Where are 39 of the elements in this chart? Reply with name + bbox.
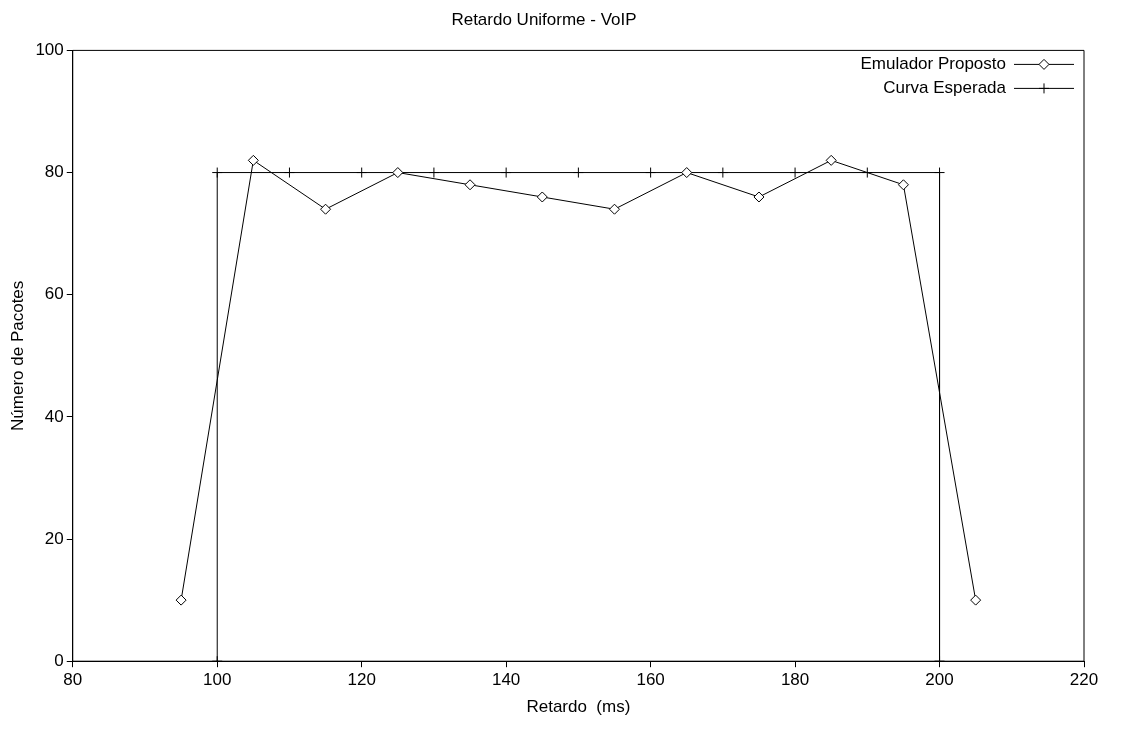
y-tick-label: 20 bbox=[44, 528, 64, 548]
point bbox=[572, 167, 584, 179]
point bbox=[753, 191, 765, 203]
x-axis-title: Retardo (ms) bbox=[526, 697, 631, 717]
point bbox=[897, 179, 909, 191]
point bbox=[861, 167, 873, 179]
y-tick-label: 60 bbox=[44, 284, 64, 304]
chart-title: Retardo Uniforme - VoIP bbox=[451, 9, 637, 29]
point bbox=[717, 167, 729, 179]
point bbox=[536, 191, 548, 203]
x-tick-label: 220 bbox=[1069, 670, 1099, 690]
point bbox=[320, 203, 332, 215]
legend-label: Curva Esperada bbox=[883, 78, 1007, 98]
y-tick-label: 80 bbox=[44, 162, 64, 182]
x-tick-label: 80 bbox=[63, 670, 83, 690]
point bbox=[211, 167, 223, 179]
point bbox=[789, 167, 801, 179]
legend-label: Emulador Proposto bbox=[860, 54, 1006, 74]
point bbox=[428, 167, 440, 179]
point bbox=[464, 179, 476, 191]
x-tick-label: 120 bbox=[347, 670, 376, 690]
point bbox=[645, 167, 657, 179]
y-axis-title: Número de Pacotes bbox=[7, 280, 27, 431]
point bbox=[356, 167, 368, 179]
point bbox=[247, 154, 259, 166]
y-tick-label: 100 bbox=[35, 40, 64, 60]
point bbox=[283, 167, 295, 179]
point bbox=[609, 203, 620, 215]
y-tick-label: 40 bbox=[44, 406, 64, 426]
point bbox=[825, 154, 837, 166]
x-tick-label: 100 bbox=[203, 670, 232, 690]
x-tick-label: 200 bbox=[925, 670, 954, 690]
point bbox=[681, 167, 693, 179]
point bbox=[392, 167, 404, 179]
point bbox=[500, 167, 512, 179]
x-tick-label: 180 bbox=[780, 670, 810, 690]
x-tick-label: 140 bbox=[491, 670, 521, 690]
y-tick-label: 0 bbox=[54, 650, 64, 670]
x-tick-label: 160 bbox=[636, 670, 665, 690]
